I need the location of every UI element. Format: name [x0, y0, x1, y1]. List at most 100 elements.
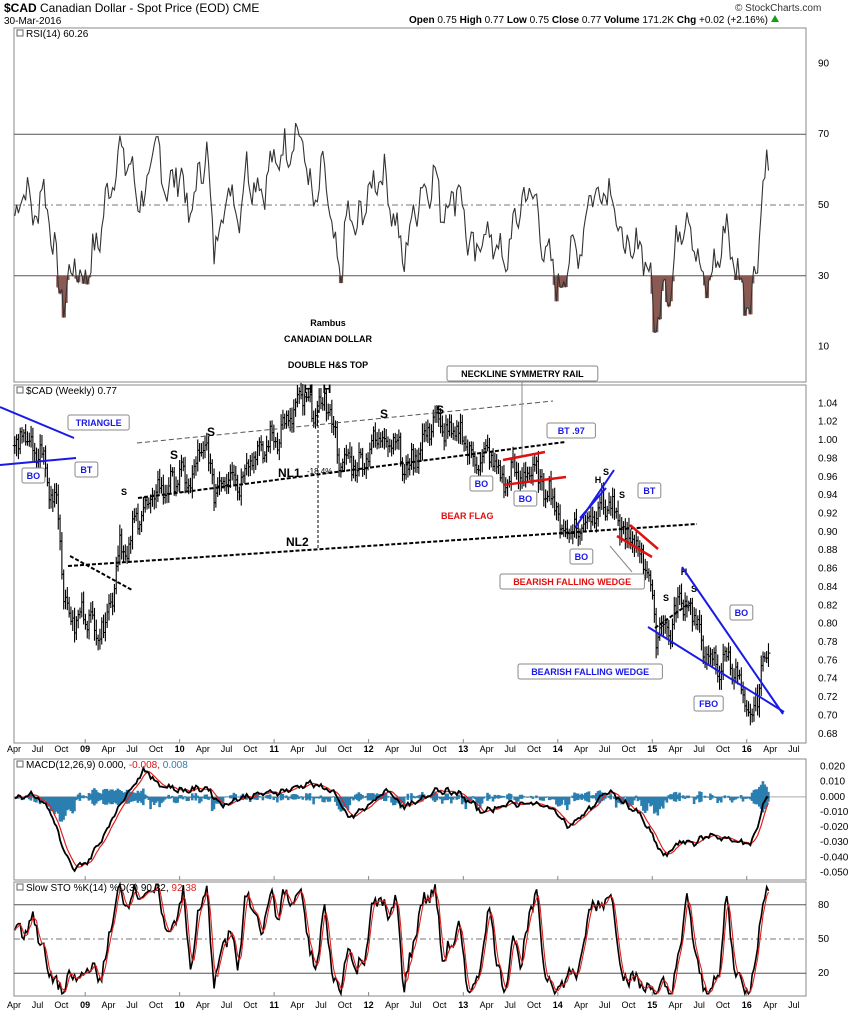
macd-histogram-bar	[448, 796, 451, 800]
macd-histogram-bar	[348, 796, 352, 806]
x-tick-label: Jul	[599, 1000, 611, 1010]
price-tick-label: 0.92	[818, 509, 838, 520]
macd-histogram-bar	[712, 796, 716, 798]
macd-histogram-bar	[315, 796, 319, 799]
macd-histogram-bar	[353, 794, 357, 799]
macd-histogram-bar	[149, 796, 152, 810]
macd-histogram-bar	[393, 796, 397, 805]
macd-histogram-bar	[415, 796, 419, 798]
x-axis: Apr Jul Oct 09 Apr Jul Oct 10 Apr Jul Oct 11 Apr Jul O…	[7, 744, 800, 1010]
macd-histogram-bar	[372, 793, 375, 801]
shoulder-label: S	[436, 403, 444, 417]
price-tick-label: 0.98	[818, 453, 838, 464]
macd-histogram-bar	[143, 794, 147, 800]
x-tick-label: Apr	[574, 1000, 588, 1010]
macd-histogram-bar	[631, 796, 634, 806]
macd-histogram-bar	[723, 795, 727, 799]
macd-histogram-bar	[268, 794, 272, 800]
high-value: 0.77	[484, 15, 505, 26]
macd-histogram-bar	[613, 796, 616, 800]
rsi-tick-label: 90	[818, 58, 830, 69]
x-tick-label: 15	[647, 1000, 657, 1010]
macd-histogram-bar	[103, 788, 107, 805]
macd-histogram-bar	[580, 793, 584, 800]
macd-histogram-bar	[299, 796, 303, 798]
macd-histogram-bar	[433, 791, 437, 803]
macd-histogram-bar	[660, 796, 663, 807]
x-tick-label: Apr	[669, 1000, 683, 1010]
x-tick-label: Oct	[243, 1000, 258, 1010]
macd-histogram-bar	[29, 793, 33, 801]
x-tick-label: Jul	[693, 744, 705, 754]
macd-histogram-bar	[756, 789, 759, 805]
bearish-falling-wedge-label-blue: BEARISH FALLING WEDGE	[531, 667, 649, 677]
macd-histogram-bar	[335, 796, 339, 806]
macd-histogram-bar	[589, 795, 593, 798]
macd-histogram-bar	[379, 794, 382, 800]
macd-line	[14, 765, 769, 873]
macd-histogram-bar	[620, 796, 623, 805]
macd-histogram-bar	[437, 796, 440, 799]
macd-histogram-bar	[652, 796, 656, 814]
x-tick-label: Apr	[480, 744, 494, 754]
macd-histogram-bar	[261, 796, 265, 801]
macd-histogram-bar	[100, 793, 103, 800]
macd-histogram-bar	[524, 796, 527, 798]
macd-histogram-bar	[355, 793, 359, 800]
x-tick-label: 10	[175, 744, 185, 754]
bear-flag-lower-line	[502, 475, 567, 487]
macd-histogram-bar	[384, 792, 388, 802]
macd-histogram-bar	[286, 796, 290, 801]
macd-histogram-bar	[607, 795, 611, 798]
macd-histogram-bar	[178, 795, 181, 799]
macd-histogram-bar	[176, 796, 180, 803]
x-tick-label: 10	[175, 1000, 185, 1010]
bt-label-triangle-box	[74, 461, 99, 478]
macd-histogram-bar	[681, 795, 685, 799]
macd-histogram-bar	[761, 781, 765, 813]
macd-histogram-bar	[364, 795, 368, 798]
macd-histogram-bar	[131, 792, 134, 802]
macd-histogram-bar	[692, 796, 696, 805]
x-tick-label: 12	[364, 744, 374, 754]
macd-histogram-bar	[460, 796, 464, 805]
macd-histogram-bar	[196, 795, 199, 799]
macd-histogram-bar	[763, 784, 767, 810]
x-tick-label: Apr	[385, 744, 399, 754]
macd-histogram-bar	[678, 792, 681, 802]
macd-histogram-bar	[658, 796, 661, 810]
macd-histogram-bar	[332, 796, 335, 798]
x-tick-label: 13	[458, 744, 468, 754]
x-tick-label: Apr	[196, 744, 210, 754]
macd-histogram-bar	[228, 795, 232, 799]
wedge-blue-lower	[579, 487, 607, 519]
macd-histogram-bar	[444, 793, 448, 801]
macd-histogram-bar	[455, 796, 459, 800]
callout-line	[609, 545, 633, 573]
macd-histogram-bar	[234, 794, 238, 800]
macd-histogram-bar	[288, 796, 292, 799]
price-tick-label: 0.84	[818, 582, 838, 593]
macd-histogram-value: 0.008	[160, 760, 188, 771]
macd-signal-line	[14, 770, 770, 868]
macd-histogram-bar	[223, 796, 227, 798]
macd-histogram-bar	[73, 796, 76, 812]
macd-histogram-bar	[317, 796, 321, 799]
macd-histogram-bar	[158, 796, 161, 808]
macd-histogram-bar	[399, 796, 402, 809]
macd-histogram-bar	[582, 794, 585, 799]
macd-histogram-bar	[341, 796, 344, 811]
macd-histogram-bar	[669, 794, 672, 800]
rsi-line	[14, 122, 770, 333]
sto-panel: 20 50 80 Slow STO %K(14) %D(3) 90.32, 92.38	[14, 881, 830, 997]
macd-histogram-bar	[585, 792, 589, 802]
macd-histogram-bar	[58, 796, 62, 822]
bearish-falling-wedge-label-red-box	[499, 573, 645, 590]
price-tick-label: 0.78	[818, 637, 838, 648]
macd-histogram-bar	[305, 793, 308, 801]
price-tick-label: 0.94	[818, 490, 838, 501]
macd-histogram-bar	[308, 793, 312, 801]
symbol: $CAD	[4, 1, 37, 15]
macd-histogram-bar	[201, 796, 205, 799]
macd-histogram-bar	[80, 795, 84, 799]
